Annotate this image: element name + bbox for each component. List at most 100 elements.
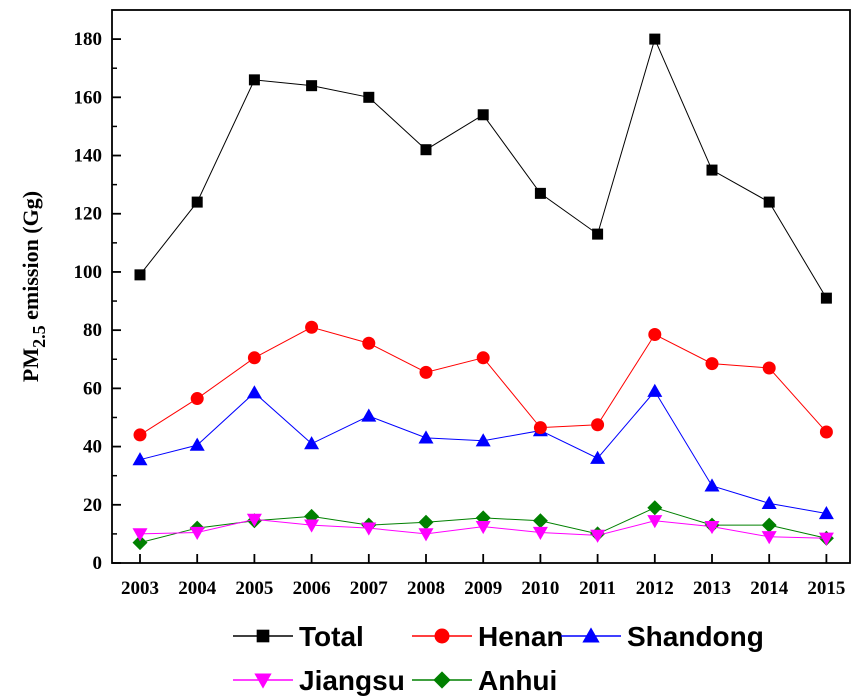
y-axis-title: PM2.5 emission (Gg) bbox=[18, 191, 49, 382]
data-point-total bbox=[191, 196, 203, 208]
data-point-jiangsu bbox=[647, 515, 663, 529]
data-point-total bbox=[420, 144, 432, 156]
plot-frame bbox=[111, 9, 851, 564]
y-tick-label: 160 bbox=[74, 87, 103, 108]
legend-marker-jiangsu bbox=[254, 673, 272, 689]
y-tick-label: 60 bbox=[83, 378, 102, 399]
x-tick-label: 2009 bbox=[464, 578, 502, 599]
legend-marker-henan bbox=[434, 628, 450, 644]
series-total bbox=[134, 33, 832, 304]
data-point-anhui bbox=[132, 535, 148, 551]
y-tick-label: 140 bbox=[74, 146, 103, 167]
data-point-henan bbox=[591, 418, 605, 432]
y-tick-label: 180 bbox=[74, 29, 103, 50]
x-tick-label: 2013 bbox=[693, 578, 731, 599]
x-tick-label: 2006 bbox=[293, 578, 331, 599]
data-point-shandong bbox=[475, 433, 491, 447]
data-point-shandong bbox=[132, 452, 148, 466]
x-tick-label: 2005 bbox=[235, 578, 273, 599]
data-point-henan bbox=[762, 361, 776, 375]
data-point-total bbox=[363, 91, 375, 103]
x-tick-label: 2003 bbox=[121, 578, 159, 599]
data-point-total bbox=[649, 33, 661, 45]
data-point-henan bbox=[190, 392, 204, 406]
x-tick-label: 2011 bbox=[579, 578, 616, 599]
y-tick-label: 80 bbox=[83, 320, 102, 341]
x-tick-label: 2008 bbox=[407, 578, 445, 599]
y-tick-label: 100 bbox=[74, 262, 103, 283]
y-tick-label: 40 bbox=[83, 437, 102, 458]
legend-item-shandong: Shandong bbox=[561, 621, 764, 652]
data-point-jiangsu bbox=[132, 528, 148, 542]
y-axis-title-main: PM bbox=[18, 348, 43, 382]
data-point-anhui bbox=[647, 500, 663, 516]
legend-item-jiangsu: Jiangsu bbox=[233, 665, 405, 696]
data-point-jiangsu bbox=[704, 520, 720, 535]
data-point-total bbox=[706, 164, 718, 176]
data-point-jiangsu bbox=[304, 519, 320, 533]
data-point-shandong bbox=[418, 430, 434, 444]
data-point-shandong bbox=[304, 436, 320, 450]
legend: Total Henan Shandong Jiangsu Anhui bbox=[233, 621, 764, 696]
y-tick-label: 120 bbox=[74, 204, 103, 225]
data-point-jiangsu bbox=[189, 526, 205, 540]
data-point-total bbox=[477, 109, 489, 121]
legend-label-henan: Henan bbox=[478, 621, 564, 652]
data-point-shandong bbox=[704, 478, 720, 492]
legend-marker-shandong bbox=[582, 627, 600, 643]
x-tick-label: 2012 bbox=[636, 578, 674, 599]
data-point-shandong bbox=[246, 385, 262, 399]
y-tick-label: 0 bbox=[93, 553, 103, 574]
data-point-henan bbox=[133, 428, 147, 442]
axes bbox=[111, 9, 851, 564]
series-line-henan bbox=[139, 326, 827, 436]
data-point-total bbox=[248, 74, 260, 86]
legend-item-anhui: Anhui bbox=[412, 665, 557, 696]
series-line-total bbox=[139, 37, 827, 299]
series-shandong bbox=[132, 383, 834, 520]
data-point-shandong bbox=[818, 506, 834, 520]
legend-marker-anhui bbox=[433, 671, 451, 689]
x-tick-label: 2010 bbox=[521, 578, 559, 599]
x-tick-label: 2004 bbox=[178, 578, 217, 599]
data-point-henan bbox=[362, 336, 376, 350]
data-point-total bbox=[534, 187, 546, 199]
data-point-henan bbox=[533, 421, 547, 435]
data-point-shandong bbox=[590, 450, 606, 464]
data-point-jiangsu bbox=[590, 529, 606, 543]
data-point-jiangsu bbox=[532, 526, 548, 540]
data-point-shandong bbox=[761, 495, 777, 509]
data-point-total bbox=[306, 80, 318, 92]
data-point-jiangsu bbox=[761, 531, 777, 545]
data-point-shandong bbox=[189, 437, 205, 451]
data-point-henan bbox=[419, 365, 433, 379]
data-point-henan bbox=[819, 425, 833, 439]
legend-item-total: Total bbox=[233, 621, 364, 652]
series-henan bbox=[133, 320, 833, 442]
legend-item-henan: Henan bbox=[412, 621, 564, 652]
data-point-henan bbox=[476, 351, 490, 365]
data-point-total bbox=[763, 196, 775, 208]
legend-label-total: Total bbox=[299, 621, 364, 652]
legend-label-shandong: Shandong bbox=[627, 621, 764, 652]
x-tick-label: 2007 bbox=[350, 578, 389, 599]
labels-layer: 0 20 40 60 80 100 120 140 160 180 2003 2004 2005 2006… bbox=[18, 29, 845, 599]
x-tick-label: 2014 bbox=[750, 578, 789, 599]
data-point-shandong bbox=[647, 383, 663, 397]
data-point-total bbox=[592, 228, 604, 240]
data-point-henan bbox=[648, 328, 662, 342]
y-axis-title-rest: emission (Gg) bbox=[18, 191, 43, 325]
data-point-anhui bbox=[761, 517, 777, 533]
data-point-shandong bbox=[361, 408, 377, 422]
x-tick-label: 2015 bbox=[807, 578, 845, 599]
data-point-jiangsu bbox=[475, 520, 491, 535]
y-axis-title-subscript: 2.5 bbox=[29, 325, 49, 348]
data-point-henan bbox=[305, 320, 319, 334]
data-point-total bbox=[134, 269, 146, 281]
legend-label-anhui: Anhui bbox=[478, 665, 557, 696]
data-point-jiangsu bbox=[818, 532, 834, 546]
legend-label-jiangsu: Jiangsu bbox=[299, 665, 405, 696]
series-jiangsu bbox=[132, 513, 834, 546]
data-point-anhui bbox=[418, 514, 434, 530]
